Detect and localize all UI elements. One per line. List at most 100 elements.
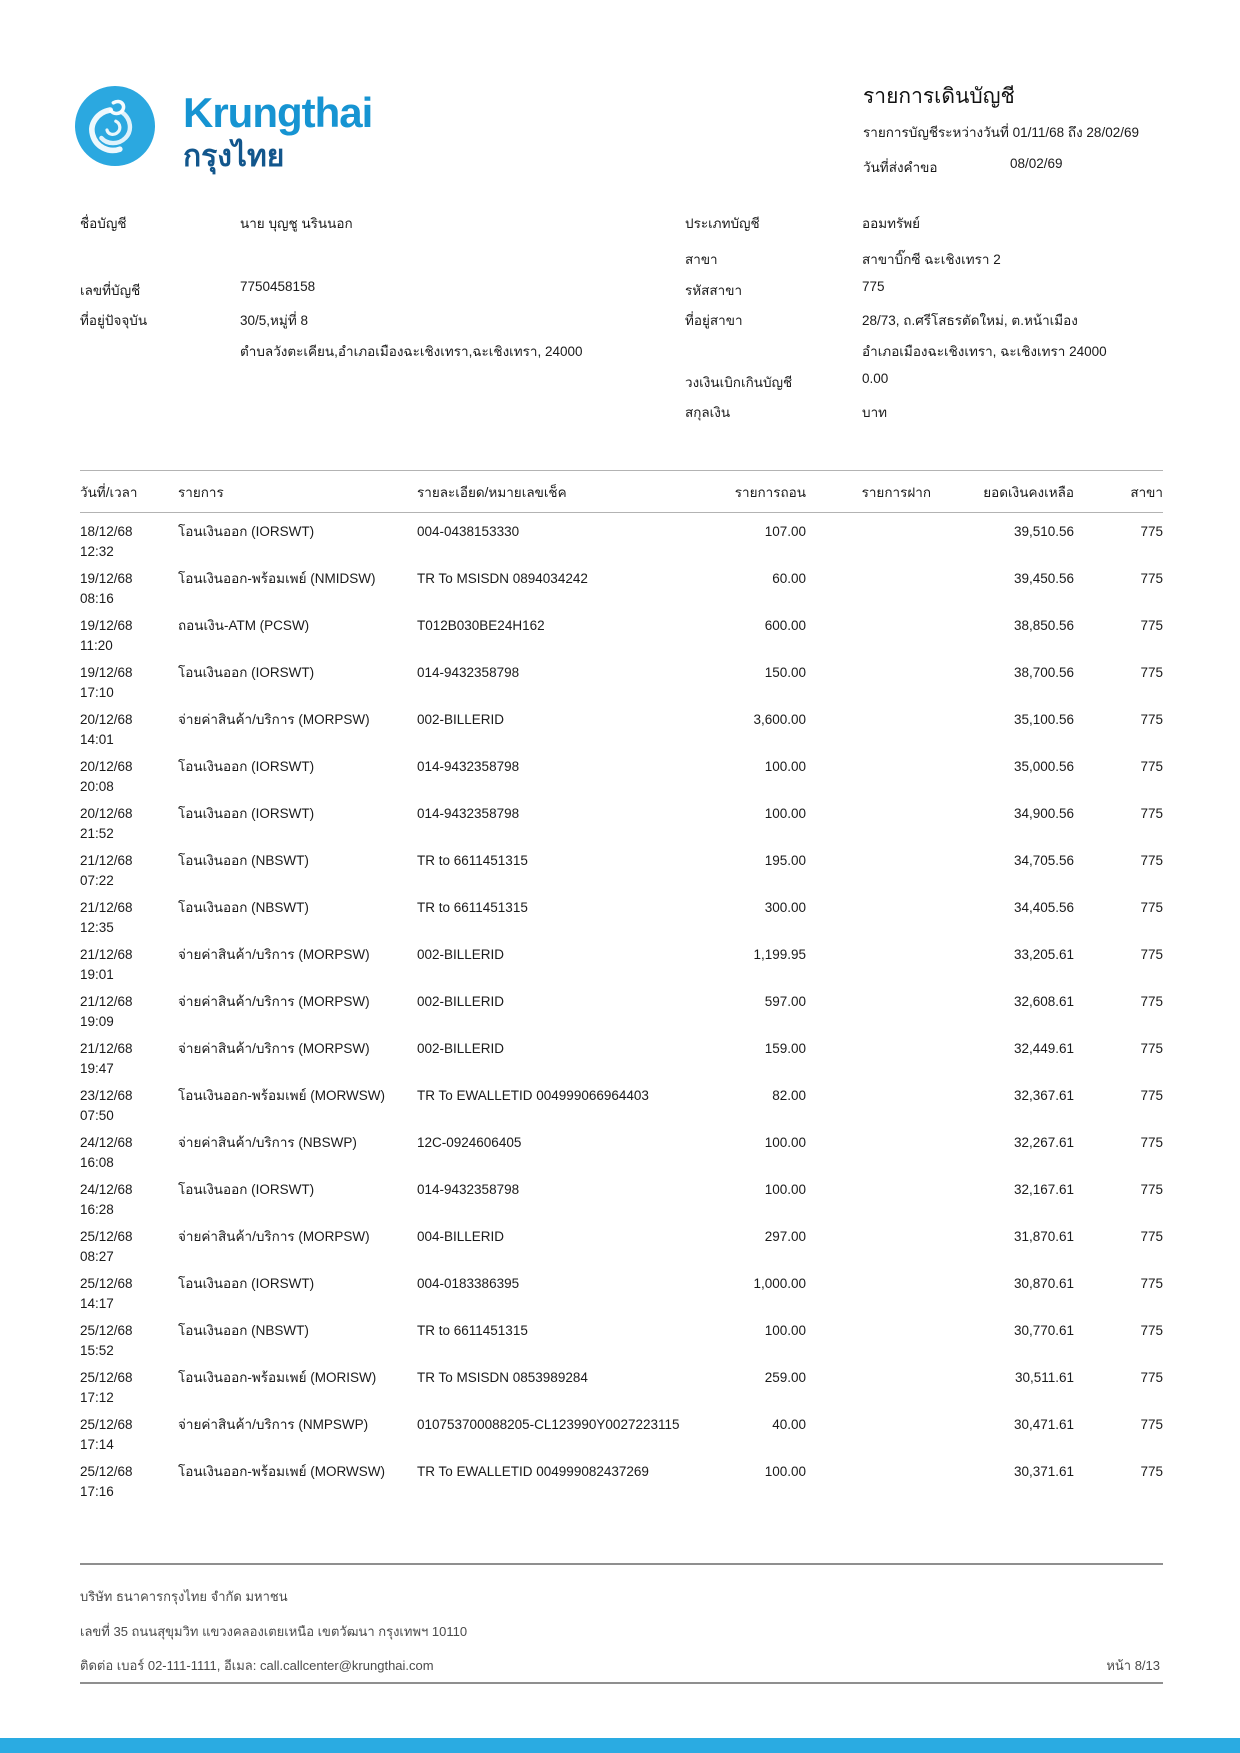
current-address-value: 30/5,หมู่ที่ 8 bbox=[240, 313, 308, 328]
cell-transaction-type: โอนเงินออก (NBSWT) bbox=[178, 900, 309, 915]
cell-date-time: 25/12/68 08:27 bbox=[80, 1227, 178, 1265]
account-type-label: ประเภทบัญชี bbox=[685, 216, 760, 231]
cell-balance: 35,000.56 bbox=[1013, 759, 1074, 774]
cell-balance: 32,608.61 bbox=[1013, 994, 1074, 1009]
cell-transaction-type: โอนเงินออก (IORSWT) bbox=[178, 1182, 315, 1197]
document-header: รายการเดินบัญชี รายการบัญชีระหว่างวันที่… bbox=[863, 84, 1163, 178]
cell-branch: 775 bbox=[1140, 1323, 1163, 1338]
krungthai-bird-logo-icon bbox=[75, 86, 155, 166]
request-date-label: วันที่ส่งคำขอ bbox=[863, 160, 938, 176]
column-header-date: วันที่/เวลา bbox=[80, 484, 138, 500]
cell-transaction-type: โอนเงินออก-พร้อมเพย์ (MORWSW) bbox=[178, 1088, 385, 1103]
cell-time: 08:16 bbox=[80, 591, 114, 606]
cell-detail: 002-BILLERID bbox=[417, 712, 505, 727]
cell-date: 23/12/68 bbox=[80, 1088, 133, 1103]
cell-date-time: 25/12/68 17:14 bbox=[80, 1415, 178, 1453]
cell-balance: 38,850.56 bbox=[1013, 618, 1074, 633]
cell-transaction-type: โอนเงินออก (NBSWT) bbox=[178, 853, 309, 868]
cell-branch: 775 bbox=[1140, 1370, 1163, 1385]
table-row: 21/12/68 19:47 จ่ายค่าสินค้า/บริการ (MOR… bbox=[80, 1030, 1163, 1077]
cell-date: 25/12/68 bbox=[80, 1276, 133, 1291]
cell-time: 17:16 bbox=[80, 1484, 114, 1499]
footer-company: บริษัท ธนาคารกรุงไทย จำกัด มหาชน bbox=[80, 1589, 288, 1604]
cell-time: 20:08 bbox=[80, 779, 114, 794]
cell-date-time: 20/12/68 14:01 bbox=[80, 710, 178, 748]
cell-withdraw: 195.00 bbox=[764, 853, 806, 868]
account-number-label: เลขที่บัญชี bbox=[80, 283, 141, 298]
cell-date: 20/12/68 bbox=[80, 712, 133, 727]
cell-date: 21/12/68 bbox=[80, 947, 133, 962]
cell-date: 19/12/68 bbox=[80, 571, 133, 586]
column-header-withdraw: รายการถอน bbox=[734, 484, 806, 500]
footer-accent-bar bbox=[0, 1738, 1240, 1753]
cell-date: 21/12/68 bbox=[80, 900, 133, 915]
cell-date-time: 19/12/68 17:10 bbox=[80, 663, 178, 701]
cell-deposit bbox=[806, 1368, 931, 1406]
request-date-value: 08/02/69 bbox=[1010, 156, 1063, 172]
cell-deposit bbox=[806, 1321, 931, 1359]
cell-date: 21/12/68 bbox=[80, 994, 133, 1009]
account-name-label: ชื่อบัญชี bbox=[80, 216, 127, 231]
column-header-type: รายการ bbox=[178, 484, 224, 500]
table-row: 20/12/68 20:08 โอนเงินออก (IORSWT) 014-9… bbox=[80, 748, 1163, 795]
cell-date: 21/12/68 bbox=[80, 1041, 133, 1056]
cell-time: 16:28 bbox=[80, 1202, 114, 1217]
cell-transaction-type: โอนเงินออก (IORSWT) bbox=[178, 806, 315, 821]
cell-time: 17:10 bbox=[80, 685, 114, 700]
cell-transaction-type: จ่ายค่าสินค้า/บริการ (MORPSW) bbox=[178, 947, 370, 962]
table-row: 24/12/68 16:08 จ่ายค่าสินค้า/บริการ (NBS… bbox=[80, 1124, 1163, 1171]
overdraft-limit-value: 0.00 bbox=[862, 371, 889, 386]
table-row: 21/12/68 19:01 จ่ายค่าสินค้า/บริการ (MOR… bbox=[80, 936, 1163, 983]
cell-transaction-type: จ่ายค่าสินค้า/บริการ (NMPSWP) bbox=[178, 1417, 369, 1432]
column-header-detail: รายละเอียด/หมายเลขเช็ค bbox=[417, 484, 567, 500]
currency-label: สกุลเงิน bbox=[685, 405, 731, 420]
table-row: 21/12/68 07:22 โอนเงินออก (NBSWT) TR to … bbox=[80, 842, 1163, 889]
table-row: 20/12/68 14:01 จ่ายค่าสินค้า/บริการ (MOR… bbox=[80, 701, 1163, 748]
cell-deposit bbox=[806, 1274, 931, 1312]
table-body: 18/12/68 12:32 โอนเงินออก (IORSWT) 004-0… bbox=[80, 513, 1163, 1500]
cell-time: 12:32 bbox=[80, 544, 114, 559]
cell-branch: 775 bbox=[1140, 947, 1163, 962]
current-address-label: ที่อยู่ปัจจุบัน bbox=[80, 313, 148, 328]
cell-detail: 014-9432358798 bbox=[417, 1182, 520, 1197]
cell-transaction-type: โอนเงินออก (IORSWT) bbox=[178, 1276, 315, 1291]
cell-branch: 775 bbox=[1140, 1182, 1163, 1197]
footer-bottom-divider bbox=[80, 1682, 1163, 1684]
cell-date-time: 18/12/68 12:32 bbox=[80, 522, 178, 560]
cell-date-time: 21/12/68 19:01 bbox=[80, 945, 178, 983]
brand-wordmark-th: กรุงไทย bbox=[183, 140, 285, 173]
footer-address: เลขที่ 35 ถนนสุขุมวิท แขวงคลองเตยเหนือ เ… bbox=[80, 1624, 468, 1639]
cell-balance: 39,450.56 bbox=[1013, 571, 1074, 586]
account-name-value: นาย บุญชู นรินนอก bbox=[240, 216, 353, 231]
table-row: 18/12/68 12:32 โอนเงินออก (IORSWT) 004-0… bbox=[80, 513, 1163, 560]
cell-branch: 775 bbox=[1140, 712, 1163, 727]
cell-deposit bbox=[806, 616, 931, 654]
account-type-value: ออมทรัพย์ bbox=[862, 216, 921, 231]
cell-withdraw: 100.00 bbox=[764, 1464, 806, 1479]
cell-date-time: 24/12/68 16:28 bbox=[80, 1180, 178, 1218]
table-row: 25/12/68 17:14 จ่ายค่าสินค้า/บริการ (NMP… bbox=[80, 1406, 1163, 1453]
cell-branch: 775 bbox=[1140, 994, 1163, 1009]
cell-branch: 775 bbox=[1140, 1464, 1163, 1479]
table-row: 25/12/68 14:17 โอนเงินออก (IORSWT) 004-0… bbox=[80, 1265, 1163, 1312]
table-row: 21/12/68 12:35 โอนเงินออก (NBSWT) TR to … bbox=[80, 889, 1163, 936]
cell-date-time: 21/12/68 12:35 bbox=[80, 898, 178, 936]
cell-date: 18/12/68 bbox=[80, 524, 133, 539]
cell-time: 17:12 bbox=[80, 1390, 114, 1405]
table-row: 19/12/68 11:20 ถอนเงิน-ATM (PCSW) T012B0… bbox=[80, 607, 1163, 654]
cell-date-time: 24/12/68 16:08 bbox=[80, 1133, 178, 1171]
cell-withdraw: 1,000.00 bbox=[753, 1276, 806, 1291]
cell-deposit bbox=[806, 992, 931, 1030]
cell-transaction-type: โอนเงินออก-พร้อมเพย์ (MORWSW) bbox=[178, 1464, 385, 1479]
cell-withdraw: 60.00 bbox=[772, 571, 806, 586]
cell-transaction-type: โอนเงินออก (IORSWT) bbox=[178, 665, 315, 680]
cell-date: 20/12/68 bbox=[80, 759, 133, 774]
cell-transaction-type: ถอนเงิน-ATM (PCSW) bbox=[178, 618, 310, 633]
cell-detail: TR To EWALLETID 004999066964403 bbox=[417, 1088, 649, 1103]
cell-detail: TR To EWALLETID 004999082437269 bbox=[417, 1464, 649, 1479]
statement-period-label: รายการบัญชีระหว่างวันที่ bbox=[863, 125, 1009, 141]
cell-transaction-type: โอนเงินออก (NBSWT) bbox=[178, 1323, 309, 1338]
cell-withdraw: 159.00 bbox=[764, 1041, 806, 1056]
cell-time: 15:52 bbox=[80, 1343, 114, 1358]
cell-detail: TR to 6611451315 bbox=[417, 900, 528, 915]
